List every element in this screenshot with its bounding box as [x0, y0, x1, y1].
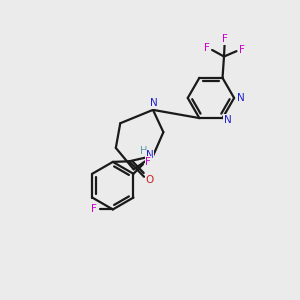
- Text: O: O: [146, 175, 154, 185]
- Text: N: N: [224, 115, 232, 124]
- Text: N: N: [237, 93, 244, 103]
- Text: F: F: [204, 43, 210, 53]
- Text: F: F: [92, 204, 98, 214]
- Text: F: F: [222, 34, 227, 44]
- Text: F: F: [146, 157, 151, 167]
- Text: N: N: [146, 150, 154, 161]
- Text: H: H: [140, 146, 148, 156]
- Text: N: N: [150, 98, 158, 108]
- Text: F: F: [239, 45, 245, 55]
